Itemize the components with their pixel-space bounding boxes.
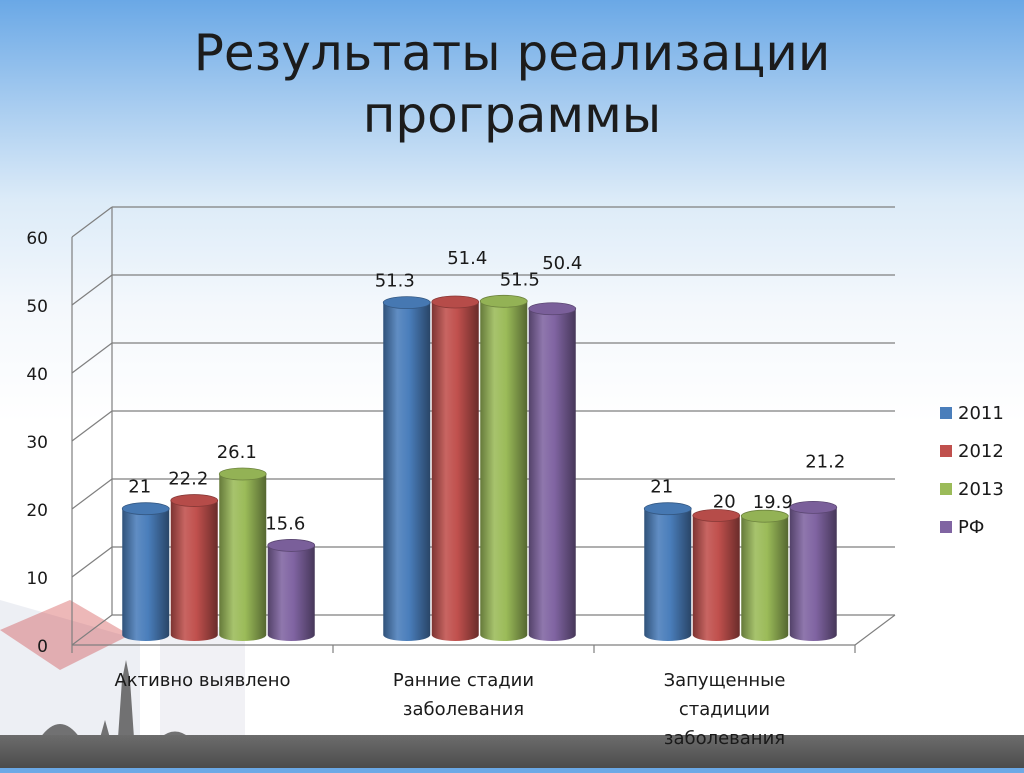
y-tick-label: 10 <box>26 569 48 589</box>
bar <box>528 302 577 641</box>
bar-top <box>479 294 528 308</box>
gridline-depth-20 <box>71 478 113 510</box>
data-label: 21.2 <box>805 451 845 472</box>
y-tick-label: 0 <box>37 637 48 657</box>
legend-swatch <box>940 483 952 495</box>
chart-data-labels: 21 22.2 26.1 15.6 51.3 51.4 51.550.4 21 20 19.9 21… <box>128 248 845 534</box>
slide-title-line-1: Результаты реализации <box>193 24 831 82</box>
bar-body <box>219 474 267 641</box>
bar-body <box>267 545 315 641</box>
bar <box>431 295 480 641</box>
gridline-depth-0 <box>71 614 113 646</box>
legend-item: 2013 <box>940 479 1004 500</box>
bar-top <box>528 302 577 316</box>
bar-top <box>740 509 789 523</box>
bar-top <box>218 467 267 481</box>
bar-body <box>122 508 170 641</box>
slide-title-line-2: программы <box>362 86 662 144</box>
bar <box>479 294 528 641</box>
legend-label: 2012 <box>958 441 1004 462</box>
bar-body <box>383 302 431 641</box>
legend-label: 2011 <box>958 403 1004 424</box>
y-tick-label: 40 <box>26 365 48 385</box>
data-label: 26.1 <box>217 442 257 463</box>
legend-label: 2013 <box>958 479 1004 500</box>
bar-body <box>644 508 692 641</box>
bar-top <box>121 502 170 516</box>
data-label: 15.6 <box>265 513 305 534</box>
bar-top <box>170 494 219 507</box>
bar-top <box>382 296 431 310</box>
bar-top <box>789 500 838 514</box>
bar <box>267 539 316 641</box>
data-label: 51.5 <box>500 269 540 290</box>
data-label: 50.4 <box>542 253 582 274</box>
gridline-depth-10 <box>71 546 113 578</box>
gridline-depth-60 <box>71 206 113 238</box>
gridline-depth-50 <box>71 274 113 306</box>
y-tick-label: 50 <box>26 297 48 317</box>
data-label: 21 <box>128 477 151 498</box>
y-tick-label: 30 <box>26 433 48 453</box>
x-tick-label: Запущенные стадиции заболевания <box>664 670 786 749</box>
bar-top <box>267 539 316 552</box>
bar-top <box>431 295 480 309</box>
bar <box>382 296 431 641</box>
bar <box>692 509 741 641</box>
legend-swatch <box>940 521 952 533</box>
y-tick-label: 60 <box>26 229 48 249</box>
chart-legend: 2011 2012 2013 РФ <box>940 403 1004 538</box>
bar-body <box>741 516 789 641</box>
x-tick-label: Активно выявлено <box>114 670 290 691</box>
bar <box>789 500 838 641</box>
bar <box>170 494 219 641</box>
data-label: 51.3 <box>375 271 415 292</box>
bar <box>121 502 170 641</box>
data-label: 22.2 <box>168 469 208 490</box>
bar <box>218 467 267 641</box>
bar <box>643 502 692 641</box>
bar-body <box>789 507 837 641</box>
legend-label: РФ <box>958 517 984 538</box>
data-label: 19.9 <box>753 492 793 513</box>
bar-top <box>692 509 741 522</box>
bar-top <box>643 502 692 516</box>
legend-item: 2012 <box>940 441 1004 462</box>
legend-swatch <box>940 407 952 419</box>
bar-body <box>528 308 576 641</box>
bar <box>740 509 789 641</box>
data-label: 20 <box>713 492 736 513</box>
data-label: 51.4 <box>447 248 487 269</box>
gridline-depth-30 <box>71 410 113 442</box>
legend-item: 2011 <box>940 403 1004 424</box>
bottom-band <box>0 735 1024 768</box>
x-tick-label: Ранние стадии заболевания <box>393 670 534 720</box>
legend-item: РФ <box>940 517 984 538</box>
data-label: 21 <box>650 477 673 498</box>
legend-swatch <box>940 445 952 457</box>
bar-body <box>692 515 740 641</box>
bar-body <box>480 301 528 641</box>
floor-right-edge <box>854 614 896 646</box>
chart-bars <box>121 294 838 641</box>
bar-body <box>170 500 218 641</box>
slide-title: Результаты реализации программы <box>0 22 1024 146</box>
bar-body <box>431 301 479 641</box>
gridline-depth-40 <box>71 342 113 374</box>
y-tick-label: 20 <box>26 501 48 521</box>
